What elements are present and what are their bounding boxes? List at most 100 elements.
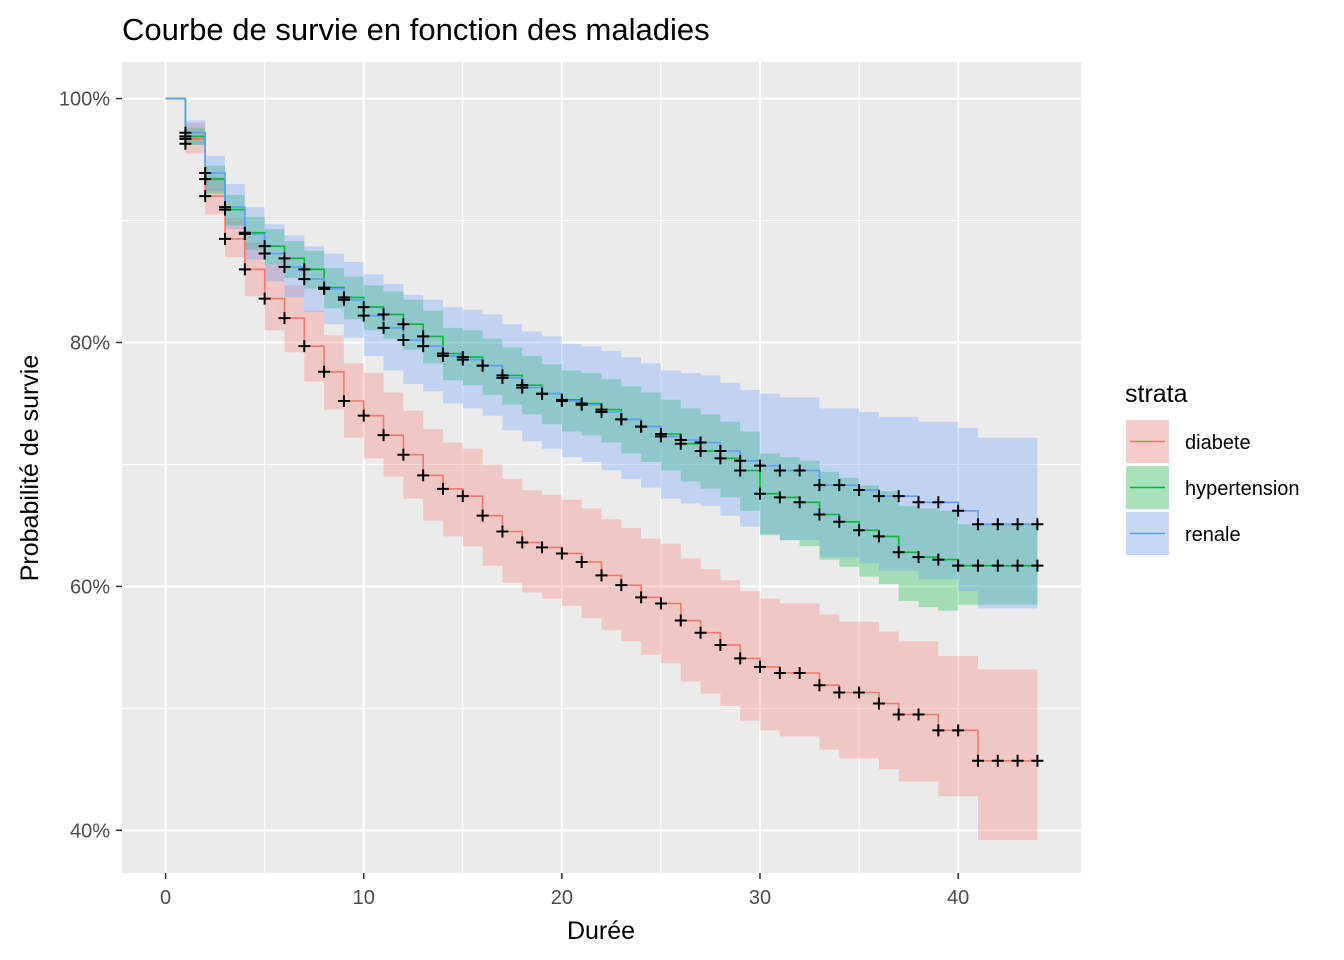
censor-mark-diabete	[397, 448, 410, 461]
censor-mark-diabete	[833, 686, 846, 699]
censor-mark-diabete	[793, 666, 806, 679]
censor-mark-diabete	[635, 591, 648, 604]
y-tick-label: 40%	[70, 820, 110, 842]
censor-mark-renale	[714, 445, 727, 458]
censor-mark-renale	[555, 395, 568, 408]
censor-mark-renale	[337, 293, 350, 306]
y-axis-title: Probabilité de survie	[16, 355, 44, 582]
censor-mark-renale	[932, 496, 945, 509]
censor-mark-renale	[1011, 518, 1024, 531]
censor-mark-renale	[892, 490, 905, 503]
censor-mark-diabete	[595, 569, 608, 582]
censor-mark-diabete	[971, 754, 984, 767]
censor-mark-diabete	[496, 525, 509, 538]
censor-mark-renale	[456, 353, 469, 366]
censor-mark-hypertension	[833, 515, 846, 528]
censor-mark-diabete	[436, 482, 449, 495]
censor-mark-renale	[238, 227, 251, 240]
x-axis: 0 10 20 30 40	[160, 873, 969, 909]
censor-mark-diabete	[813, 679, 826, 692]
censor-mark-renale	[1031, 518, 1044, 531]
censor-mark-hypertension	[991, 559, 1004, 572]
x-tick-label: 0	[160, 887, 171, 909]
censor-mark-hypertension	[773, 491, 786, 504]
censor-mark-diabete	[773, 666, 786, 679]
censor-marks	[179, 126, 1044, 767]
censor-mark-hypertension	[952, 559, 965, 572]
censor-mark-hypertension	[912, 551, 925, 564]
censor-mark-renale	[754, 459, 767, 472]
censor-mark-diabete	[199, 190, 212, 203]
censor-mark-hypertension	[754, 487, 767, 500]
censor-mark-renale	[298, 273, 311, 286]
censor-mark-renale	[516, 381, 529, 394]
y-axis: 40% 60% 80% 100%	[59, 89, 122, 842]
censor-mark-diabete	[298, 340, 311, 353]
legend-label-hypertension: hypertension	[1185, 478, 1300, 500]
legend: strata diabete hypertension renale	[1125, 380, 1300, 555]
censor-mark-renale	[635, 420, 648, 433]
censor-mark-renale	[357, 309, 370, 322]
censor-mark-renale	[278, 260, 291, 273]
y-tick-label: 100%	[59, 89, 110, 111]
y-tick-label: 60%	[70, 576, 110, 598]
censor-mark-diabete	[872, 697, 885, 710]
censor-mark-renale	[833, 479, 846, 492]
censor-mark-renale	[872, 490, 885, 503]
censor-mark-hypertension	[1011, 559, 1024, 572]
censor-mark-renale	[952, 504, 965, 517]
x-tick-label: 40	[947, 887, 969, 909]
ribbon-diabete	[165, 98, 1038, 841]
line-diabete	[165, 97, 1038, 762]
censor-mark-renale	[912, 496, 925, 509]
censor-mark-hypertension	[971, 559, 984, 572]
censor-mark-hypertension	[892, 546, 905, 559]
y-tick-label: 80%	[70, 332, 110, 354]
censor-mark-diabete	[357, 409, 370, 422]
censor-mark-renale	[377, 321, 390, 334]
legend-label-diabete: diabete	[1185, 432, 1251, 454]
censor-mark-diabete	[318, 365, 331, 378]
censor-mark-hypertension	[377, 308, 390, 321]
censor-mark-hypertension	[872, 530, 885, 543]
censor-mark-renale	[734, 454, 747, 467]
x-tick-label: 30	[749, 887, 771, 909]
legend-label-renale: renale	[1185, 524, 1241, 546]
censor-mark-renale	[417, 340, 430, 353]
censor-mark-diabete	[476, 509, 489, 522]
censor-mark-diabete	[417, 469, 430, 482]
censor-mark-renale	[853, 484, 866, 497]
censor-mark-diabete	[1031, 754, 1044, 767]
censor-mark-renale	[694, 436, 707, 449]
censor-mark-diabete	[238, 263, 251, 276]
censor-mark-renale	[575, 398, 588, 411]
x-tick-label: 20	[551, 887, 573, 909]
censor-mark-renale	[674, 434, 687, 447]
censor-mark-renale	[773, 464, 786, 477]
censor-mark-renale	[318, 282, 331, 295]
censor-mark-renale	[199, 166, 212, 179]
censor-mark-diabete	[734, 652, 747, 665]
censor-mark-hypertension	[932, 553, 945, 566]
censor-mark-renale	[813, 479, 826, 492]
censor-mark-diabete	[258, 292, 271, 305]
censor-mark-hypertension	[793, 496, 806, 509]
censor-mark-renale	[219, 201, 232, 214]
legend-title: strata	[1125, 380, 1188, 408]
censor-mark-diabete	[337, 395, 350, 408]
censor-mark-hypertension	[813, 508, 826, 521]
censor-mark-renale	[436, 349, 449, 362]
censor-mark-diabete	[219, 232, 232, 245]
censor-mark-renale	[991, 518, 1004, 531]
censor-mark-diabete	[912, 708, 925, 721]
censor-mark-diabete	[278, 312, 291, 325]
censor-mark-renale	[496, 371, 509, 384]
censor-mark-renale	[793, 464, 806, 477]
censor-mark-diabete	[377, 429, 390, 442]
censor-mark-renale	[595, 406, 608, 419]
censor-mark-renale	[536, 387, 549, 400]
censor-mark-diabete	[654, 597, 667, 610]
censor-mark-hypertension	[1031, 559, 1044, 572]
censor-mark-renale	[654, 430, 667, 443]
